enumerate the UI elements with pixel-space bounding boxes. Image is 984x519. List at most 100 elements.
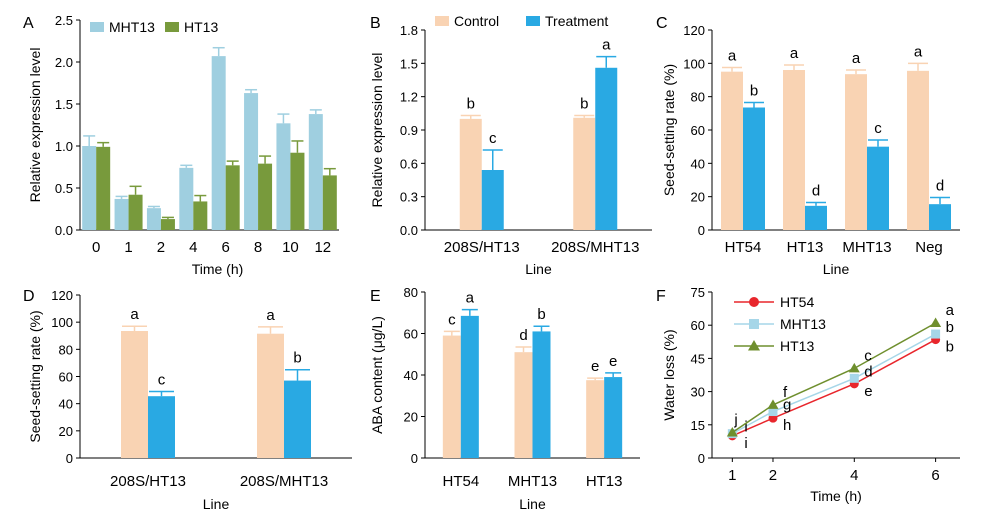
- bar: [907, 70, 929, 230]
- bar: [743, 107, 765, 230]
- y-tick-label: 0.0: [400, 223, 418, 238]
- significance-letter: i: [744, 435, 747, 452]
- y-tick-label: 2.5: [55, 13, 73, 28]
- bar: [460, 315, 479, 458]
- x-axis-label: Line: [519, 496, 546, 512]
- legend-marker: [749, 319, 759, 329]
- x-tick-label: MHT13: [842, 239, 891, 256]
- bar: [290, 152, 305, 230]
- y-tick-label: 60: [691, 123, 705, 138]
- x-tick-label: 2: [157, 239, 165, 256]
- x-axis-label: Line: [203, 496, 230, 512]
- significance-letter: a: [728, 48, 737, 65]
- bar: [146, 208, 161, 230]
- bar: [82, 146, 97, 230]
- y-tick-label: 100: [683, 56, 705, 71]
- x-tick-label: MHT13: [508, 473, 557, 490]
- y-tick-label: 100: [51, 315, 73, 330]
- significance-letter: j: [733, 412, 737, 429]
- x-axis-label: Line: [823, 261, 850, 277]
- significance-letter: d: [812, 183, 820, 200]
- y-tick-label: 60: [59, 370, 73, 385]
- significance-letter: b: [467, 96, 475, 113]
- legend-label: MHT13: [780, 316, 826, 332]
- bar: [532, 331, 551, 458]
- bar: [595, 67, 618, 231]
- y-tick-label: 20: [59, 424, 73, 439]
- significance-letter: a: [466, 290, 475, 307]
- bar: [96, 146, 111, 230]
- significance-letter: b: [946, 339, 954, 356]
- bar: [160, 219, 175, 230]
- y-tick-label: 0: [66, 451, 73, 466]
- x-tick-label: 6: [931, 467, 939, 484]
- y-tick-label: 40: [59, 397, 73, 412]
- bar: [258, 163, 273, 230]
- bar: [114, 198, 129, 230]
- y-tick-label: 20: [691, 190, 705, 205]
- significance-letter: a: [914, 43, 923, 60]
- data-point: [849, 373, 859, 383]
- data-point: [930, 317, 942, 327]
- bar: [573, 117, 596, 230]
- y-tick-label: 2.0: [55, 55, 73, 70]
- bar: [276, 123, 291, 230]
- significance-letter: a: [852, 50, 861, 67]
- y-tick-label: 0.5: [55, 181, 73, 196]
- bar: [845, 74, 867, 231]
- legend-swatch: [526, 16, 540, 26]
- legend-swatch: [435, 16, 449, 26]
- significance-letter: d: [519, 327, 527, 344]
- bar: [244, 93, 259, 230]
- bar: [121, 330, 148, 458]
- x-tick-label: 1: [124, 239, 132, 256]
- bar: [783, 70, 805, 230]
- y-axis-label: Water loss (%): [661, 329, 677, 420]
- x-axis-label: Time (h): [192, 261, 244, 277]
- y-axis-label: Seed-setting rate (%): [27, 310, 43, 442]
- x-tick-label: HT54: [725, 239, 762, 256]
- bar: [284, 380, 311, 458]
- x-tick-label: 4: [850, 467, 858, 484]
- y-tick-label: 20: [404, 410, 418, 425]
- y-tick-label: 0: [698, 451, 705, 466]
- significance-letter: g: [783, 397, 791, 414]
- legend-swatch: [165, 22, 179, 32]
- legend-swatch: [90, 22, 104, 32]
- significance-letter: b: [293, 350, 301, 367]
- y-axis-label: ABA content (μg/L): [369, 316, 385, 434]
- panel-letter-F: F: [656, 288, 666, 305]
- x-axis-label: Line: [525, 261, 552, 277]
- panel-letter-E: E: [370, 288, 381, 305]
- legend-label: Control: [454, 13, 499, 29]
- x-tick-label: 8: [254, 239, 262, 256]
- y-tick-label: 1.2: [400, 90, 418, 105]
- y-tick-label: 80: [404, 285, 418, 300]
- bar: [442, 335, 461, 458]
- significance-letter: a: [602, 37, 611, 54]
- y-tick-label: 60: [404, 327, 418, 342]
- y-tick-label: 30: [691, 385, 705, 400]
- x-tick-label: 6: [222, 239, 230, 256]
- bar: [586, 380, 605, 458]
- legend-marker: [748, 340, 760, 351]
- legend-label: HT54: [780, 294, 814, 310]
- y-tick-label: 120: [51, 288, 73, 303]
- y-tick-label: 40: [404, 368, 418, 383]
- significance-letter: d: [936, 178, 944, 195]
- data-point: [768, 407, 778, 417]
- panel-letter-C: C: [656, 15, 668, 32]
- y-tick-label: 0: [698, 223, 705, 238]
- significance-letter: a: [130, 306, 139, 323]
- bar: [721, 71, 743, 231]
- data-point: [848, 362, 860, 373]
- bar: [514, 352, 533, 458]
- series-line: [731, 322, 936, 434]
- y-tick-label: 60: [691, 318, 705, 333]
- y-tick-label: 120: [683, 23, 705, 38]
- y-tick-label: 0.3: [400, 190, 418, 205]
- significance-letter: b: [537, 306, 545, 323]
- significance-letter: c: [158, 371, 166, 388]
- y-tick-label: 45: [691, 351, 705, 366]
- y-tick-label: 1.0: [55, 139, 73, 154]
